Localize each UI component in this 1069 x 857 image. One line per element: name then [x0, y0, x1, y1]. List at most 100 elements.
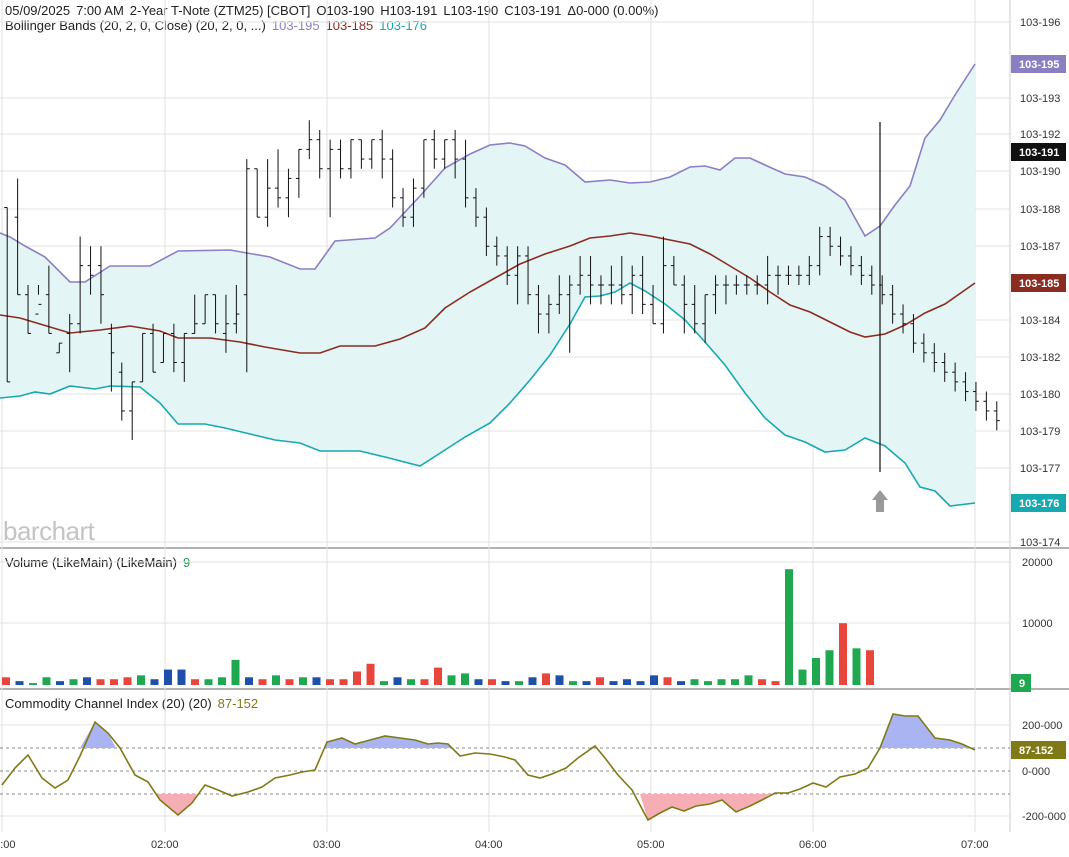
- ohlc-bar: [129, 381, 136, 440]
- header-line-1: 05/09/2025 7:00 AM 2-Year T-Note (ZTM25) […: [5, 3, 664, 19]
- volume-bar: [29, 683, 37, 685]
- ohlc-bar: [545, 294, 552, 334]
- price-badge-text: 103-191: [1019, 147, 1059, 159]
- ohlc-bar: [472, 188, 479, 227]
- ohlc-bar: [368, 139, 375, 169]
- x-tick-label: 05:00: [637, 839, 665, 851]
- header-low: L103-190: [443, 3, 499, 18]
- ohlc-bar: [316, 130, 323, 179]
- ohlc-bar: [483, 207, 490, 256]
- ohlc-bar: [868, 265, 875, 295]
- volume-bar: [650, 675, 658, 685]
- volume-bar: [285, 679, 294, 685]
- ohlc-bar: [639, 255, 646, 315]
- ohlc-bar: [889, 285, 896, 324]
- cci-tick-label: -200-000: [1022, 811, 1066, 823]
- ohlc-bar: [702, 294, 709, 344]
- cci-negative-fill: [156, 794, 197, 815]
- bollinger-lower-line: [0, 282, 976, 507]
- ohlc-bar: [816, 226, 823, 276]
- volume-bar: [555, 675, 564, 685]
- volume-bar: [407, 679, 415, 685]
- bollinger-band-fill: [0, 64, 975, 506]
- ohlc-bar: [597, 275, 604, 305]
- price-badge-text: 103-185: [1019, 278, 1059, 290]
- x-tick-label: 03:00: [313, 839, 341, 851]
- ohlc-bar: [285, 168, 292, 218]
- volume-bar: [42, 677, 51, 685]
- ohlc-bar: [275, 149, 282, 208]
- price-badge-text: 9: [1019, 678, 1025, 690]
- y-tick-label: 103-179: [1020, 426, 1060, 438]
- ohlc-bar: [618, 255, 625, 305]
- cci-tick-label: 0-000: [1022, 766, 1050, 778]
- volume-bar: [150, 679, 159, 685]
- ohlc-bar: [493, 236, 500, 266]
- bollinger-mid-line: [0, 232, 976, 354]
- header-time: 7:00 AM: [76, 3, 124, 18]
- volume-tick-label: 10000: [1022, 618, 1053, 630]
- y-tick-label: 103-188: [1020, 204, 1060, 216]
- cci-legend: Commodity Channel Index (20) (20) 87-152: [5, 696, 264, 712]
- volume-bar: [123, 677, 132, 685]
- volume-bar: [677, 681, 685, 685]
- volume-bar: [272, 675, 280, 685]
- volume-bar: [596, 677, 604, 685]
- ohlc-bar: [420, 139, 427, 198]
- volume-bar: [191, 679, 199, 685]
- ohlc-bar: [910, 314, 917, 353]
- y-tick-label: 103-174: [1020, 537, 1060, 549]
- volume-bar: [96, 679, 105, 685]
- ohlc-bar: [722, 275, 729, 305]
- ohlc-bar: [827, 226, 834, 256]
- ohlc-bar: [535, 285, 542, 334]
- ohlc-bar: [806, 255, 813, 285]
- ohlc-bar: [87, 246, 94, 295]
- price-badge: 9: [1011, 674, 1031, 692]
- price-badge-bg: [1011, 741, 1066, 759]
- ohlc-bar: [306, 120, 313, 160]
- ohlc-bar: [327, 139, 334, 218]
- ohlc-bar: [222, 294, 229, 353]
- cci-positive-fill: [879, 714, 975, 750]
- ohlc-bar: [462, 139, 469, 208]
- x-tick-label: 07:00: [961, 839, 989, 851]
- volume-bar: [258, 679, 267, 685]
- price-badge-text: 103-176: [1019, 498, 1059, 510]
- ohlc-bar: [754, 275, 761, 295]
- y-tick-label: 103-190: [1020, 166, 1060, 178]
- barchart-watermark: barchart: [3, 516, 95, 546]
- ohlc-bar: [795, 265, 802, 285]
- y-tick-label: 103-187: [1020, 241, 1060, 253]
- ohlc-bar: [931, 343, 938, 373]
- cci-positive-fill: [325, 736, 452, 748]
- y-tick-label: 103-180: [1020, 389, 1060, 401]
- ohlc-bar: [56, 342, 63, 354]
- cci-value: 87-152: [217, 696, 259, 711]
- volume-bar: [69, 679, 78, 685]
- volume-bar: [56, 681, 64, 685]
- ohlc-bar: [410, 178, 417, 227]
- ohlc-bar: [670, 255, 677, 286]
- ohlc-bar: [191, 294, 198, 334]
- cci-line: [1, 713, 976, 822]
- ohlc-bar: [920, 333, 927, 363]
- ohlc-bar: [379, 130, 386, 179]
- header-date: 05/09/2025: [5, 3, 71, 18]
- ohlc-bar: [993, 401, 1000, 431]
- volume-bar: [515, 681, 523, 685]
- ohlc-bar: [108, 323, 115, 392]
- ohlc-bar: [514, 246, 521, 305]
- ohlc-bar: [775, 265, 782, 295]
- volume-bar: [717, 679, 726, 685]
- up-arrow-icon: [872, 490, 888, 512]
- y-tick-label: 103-184: [1020, 315, 1060, 327]
- ohlc-bar: [14, 178, 21, 296]
- price-badge: 103-176: [1011, 494, 1066, 512]
- ohlc-bar: [66, 314, 73, 373]
- volume-bar: [663, 677, 672, 685]
- volume-tick-label: 20000: [1022, 557, 1053, 569]
- ohlc-bar: [400, 188, 407, 227]
- volume-bar: [299, 677, 307, 685]
